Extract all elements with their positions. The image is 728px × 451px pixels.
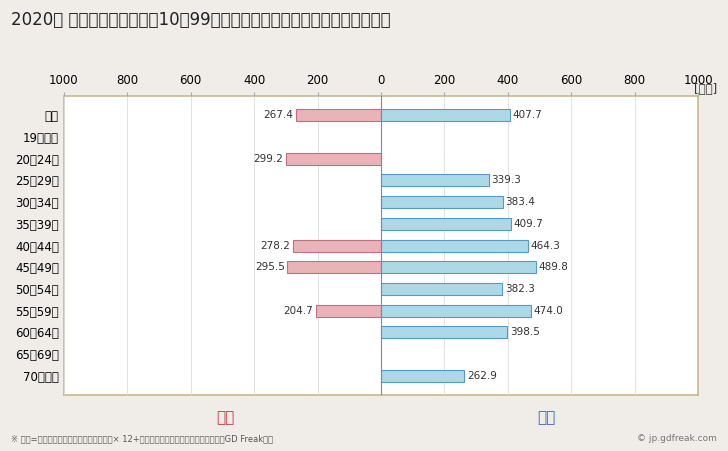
Text: 2020年 民間企業（従業者数10〜99人）フルタイム労働者の男女別平均年収: 2020年 民間企業（従業者数10〜99人）フルタイム労働者の男女別平均年収 <box>11 11 390 29</box>
Text: 204.7: 204.7 <box>284 306 314 316</box>
Bar <box>286 153 381 165</box>
Bar <box>381 109 510 121</box>
Text: 299.2: 299.2 <box>253 154 283 164</box>
Bar <box>381 261 537 273</box>
Bar <box>381 370 464 382</box>
Text: 398.5: 398.5 <box>510 327 539 337</box>
Text: 278.2: 278.2 <box>261 240 290 251</box>
Bar <box>381 239 529 252</box>
Text: 262.9: 262.9 <box>467 371 496 381</box>
Text: 489.8: 489.8 <box>539 262 569 272</box>
Bar <box>381 327 507 338</box>
Bar <box>381 196 502 208</box>
Bar <box>381 175 488 186</box>
Text: 382.3: 382.3 <box>505 284 534 294</box>
Bar <box>288 261 381 273</box>
Bar <box>296 109 381 121</box>
Text: ※ 年収=「きまって支給する現金給与額」× 12+「年間賞与その他特別給与額」としてGD Freak推計: ※ 年収=「きまって支給する現金給与額」× 12+「年間賞与その他特別給与額」と… <box>11 434 273 443</box>
Text: © jp.gdfreak.com: © jp.gdfreak.com <box>637 434 717 443</box>
Text: 267.4: 267.4 <box>264 110 293 120</box>
Bar <box>381 305 531 317</box>
Text: 409.7: 409.7 <box>513 219 543 229</box>
Text: 407.7: 407.7 <box>513 110 542 120</box>
Bar <box>381 283 502 295</box>
Text: 383.4: 383.4 <box>505 197 535 207</box>
Text: 男性: 男性 <box>537 410 555 425</box>
Text: [万円]: [万円] <box>694 83 717 97</box>
Text: 474.0: 474.0 <box>534 306 563 316</box>
Text: 464.3: 464.3 <box>531 240 561 251</box>
Text: 女性: 女性 <box>216 410 235 425</box>
Bar <box>316 305 381 317</box>
Text: 295.5: 295.5 <box>255 262 285 272</box>
Bar <box>381 218 511 230</box>
Bar <box>293 239 381 252</box>
Text: 339.3: 339.3 <box>491 175 521 185</box>
